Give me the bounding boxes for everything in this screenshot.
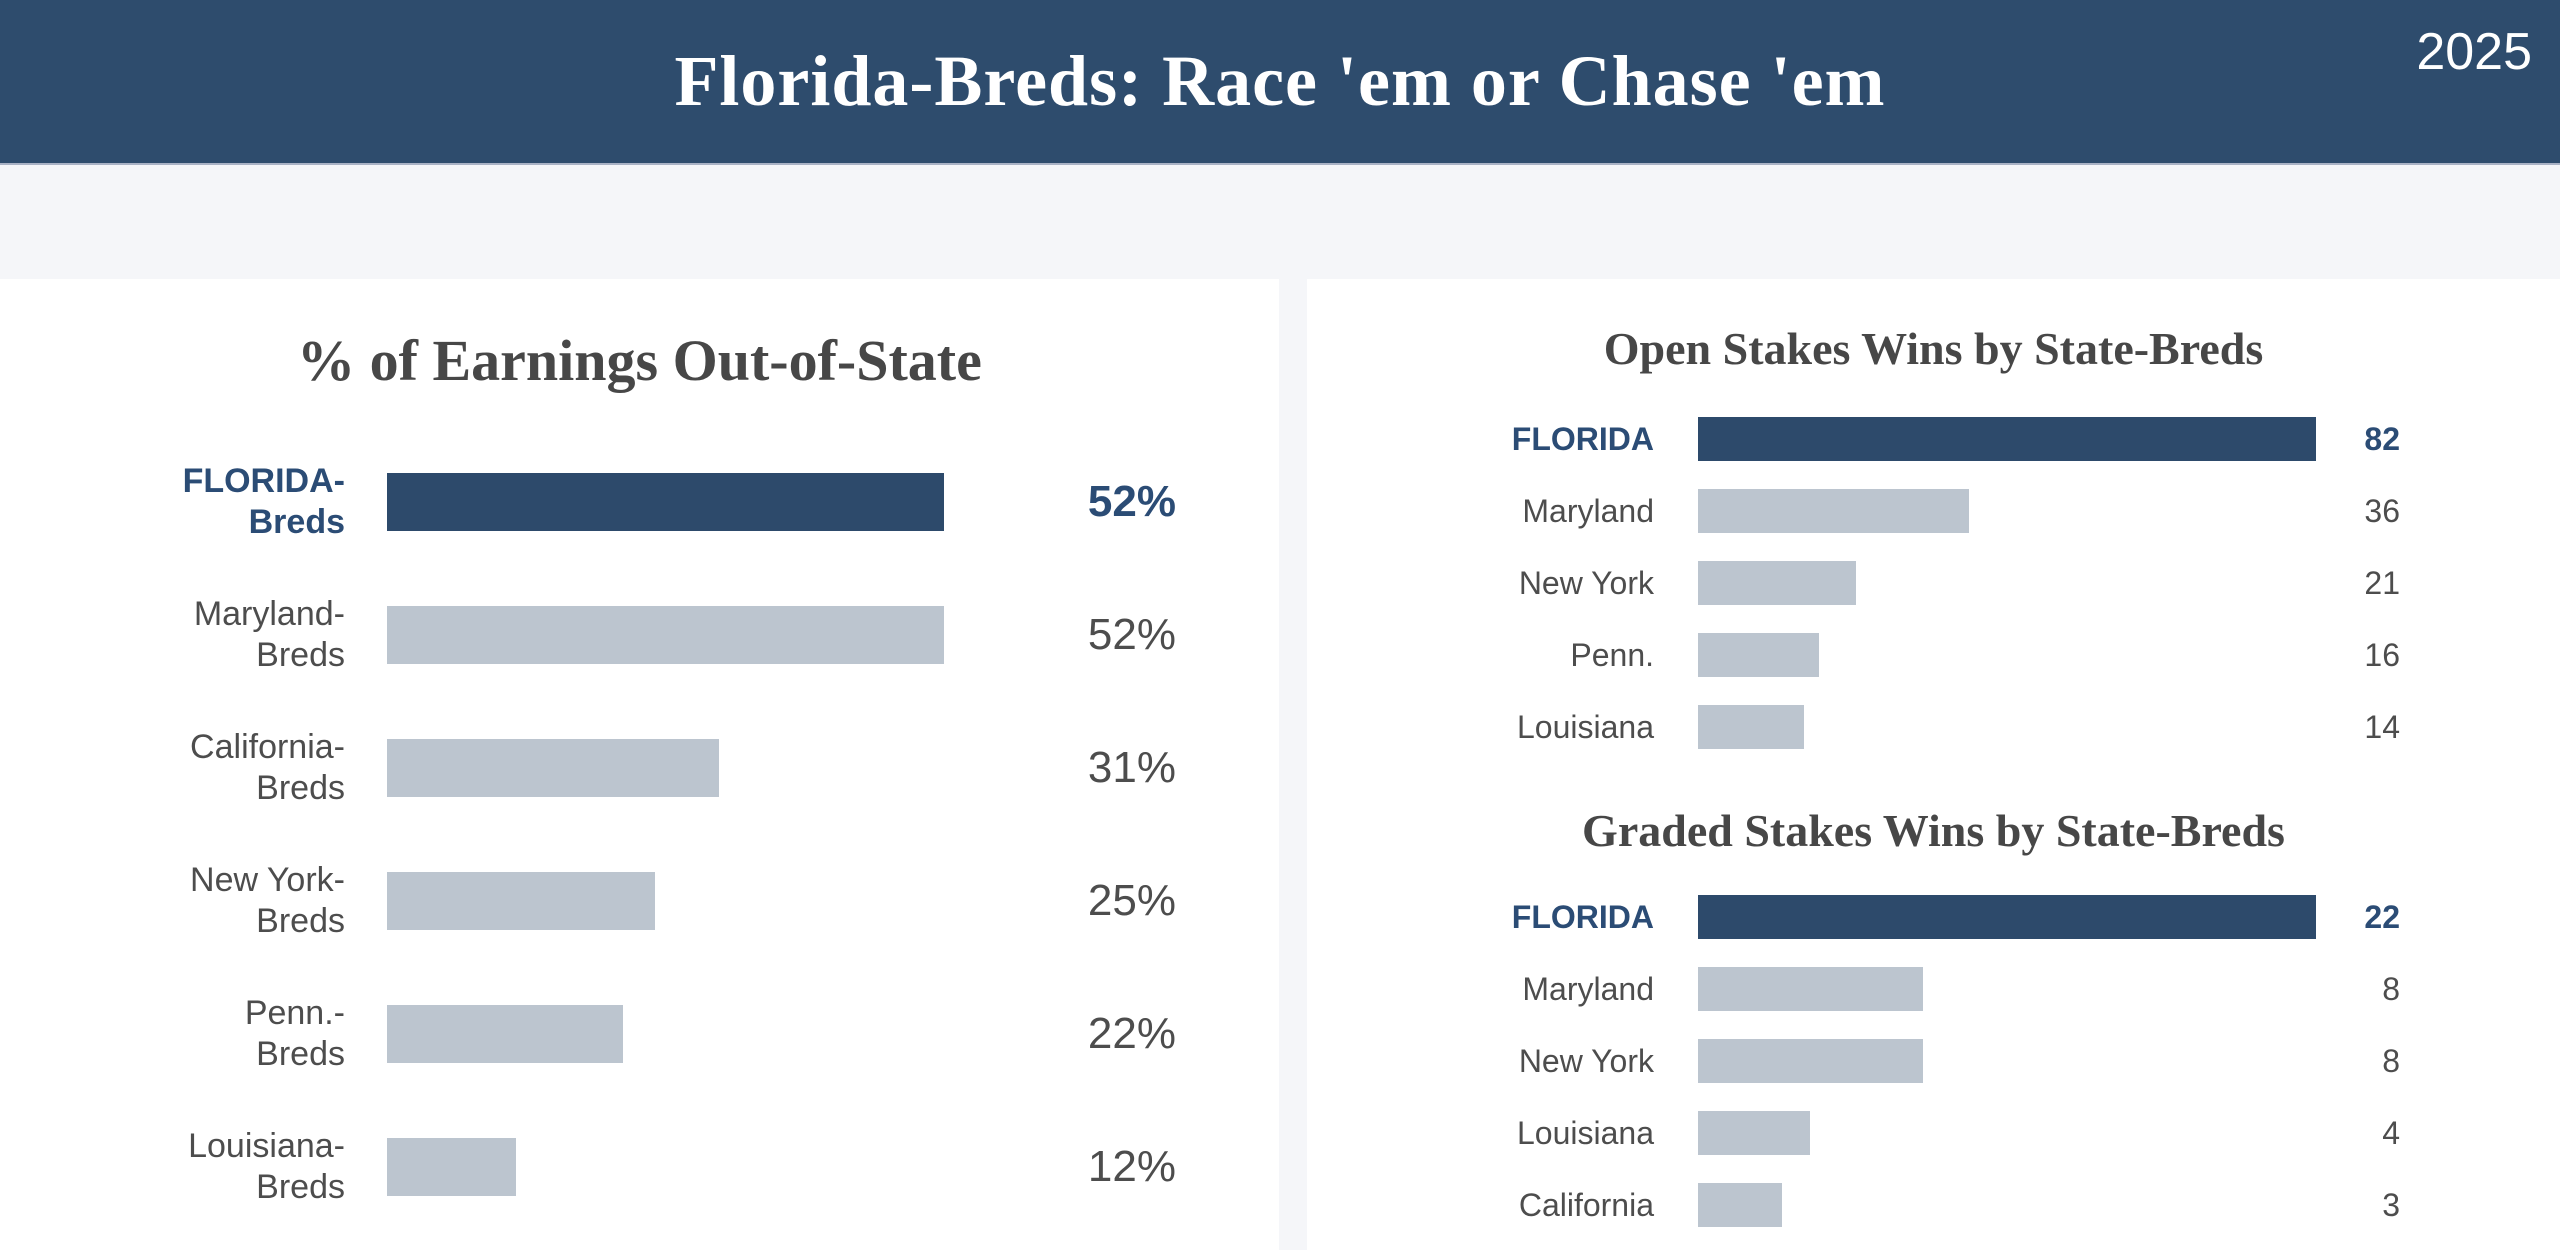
chart-rows: FLORIDA- Breds 52% Maryland- Breds 52% Califor… [0,435,1279,1233]
value-label: 22% [1087,1008,1176,1058]
chart-row: FLORIDA 22 [1307,881,2560,953]
bar [1698,561,1857,605]
value-label: 3 [2382,1186,2400,1223]
stakes-panel: Open Stakes Wins by State-Breds FLORIDA 8… [1307,279,2560,1250]
chart-row: Penn. 16 [1307,619,2560,691]
header-banner: Florida-Breds: Race 'em or Chase 'em 202… [0,0,2560,165]
chart-rows: FLORIDA 82 Maryland 36 New York 21 Penn. 16 Loui… [1307,403,2560,763]
category-label: FLORIDA [1511,899,1654,935]
bar-track [387,472,944,531]
category-label: Louisiana [1517,709,1654,745]
content-area: % of Earnings Out-of-State FLORIDA- Breds… [0,279,2560,1250]
bar [1698,1183,1783,1227]
category-label: Penn.- Breds [244,993,345,1073]
category-label: Louisiana [1517,1115,1654,1151]
year-label: 2025 [2416,23,2532,81]
chart-row: California 3 [1307,1169,2560,1241]
bar-track [1698,489,2316,533]
value-label: 22 [2364,898,2400,935]
category-label: Maryland [1522,493,1654,529]
category-label: Penn. [1570,637,1654,673]
bar [1698,1039,1923,1083]
category-label: California- Breds [190,727,345,807]
chart-title: % of Earnings Out-of-State [297,328,982,393]
value-label: 36 [2364,492,2400,529]
highlight-bar [387,472,944,531]
chart-row: Louisiana- Breds 12% [0,1100,1279,1233]
bar [387,738,720,797]
category-label: Louisiana- Breds [188,1126,345,1206]
value-label: 8 [2382,1042,2400,1079]
value-label: 14 [2364,708,2400,745]
highlight-bar [1698,895,2316,939]
bar [1698,967,1923,1011]
chart-row: New York 8 [1307,1025,2560,1097]
chart-rows: FLORIDA 22 Maryland 8 New York 8 Louisiana 4 Cal… [1307,881,2560,1241]
bar [387,605,944,664]
value-label: 16 [2364,636,2400,673]
chart-row: Maryland 36 [1307,475,2560,547]
bar-track [1698,1111,2316,1155]
earnings-chart: % of Earnings Out-of-State FLORIDA- Breds… [0,327,1279,1233]
chart-row: California- Breds 31% [0,701,1279,834]
bar-track [387,1137,944,1196]
value-label: 52% [1087,476,1176,526]
category-label: New York [1518,565,1654,601]
bar [387,1004,623,1063]
bar-track [1698,895,2316,939]
category-label: Maryland [1522,971,1654,1007]
bar [387,1137,516,1196]
bar-track [1698,967,2316,1011]
value-label: 82 [2364,420,2400,457]
graded-stakes-chart: Graded Stakes Wins by State-Breds FLORID… [1307,801,2560,1241]
chart-row: New York 21 [1307,547,2560,619]
category-label: FLORIDA- Breds [182,461,345,541]
bar-track [387,605,944,664]
category-label: Maryland- Breds [193,594,345,674]
bar [1698,633,1819,677]
value-label: 25% [1087,875,1176,925]
highlight-bar [1698,417,2316,461]
bar-track [387,1004,944,1063]
value-label: 52% [1087,609,1176,659]
chart-row: New York- Breds 25% [0,834,1279,967]
chart-row: Maryland- Breds 52% [0,568,1279,701]
value-label: 31% [1087,742,1176,792]
bar-track [1698,633,2316,677]
value-label: 8 [2382,970,2400,1007]
category-label: California [1518,1187,1654,1223]
bar-track [1698,1039,2316,1083]
bar [1698,705,1804,749]
bar-track [387,871,944,930]
chart-title: Graded Stakes Wins by State-Breds [1582,805,2285,856]
bar-track [1698,1183,2316,1227]
value-label: 12% [1087,1141,1176,1191]
bar [1698,1111,1811,1155]
value-label: 21 [2364,564,2400,601]
chart-title: Open Stakes Wins by State-Breds [1603,323,2264,374]
bar-track [1698,561,2316,605]
chart-row: Penn.- Breds 22% [0,967,1279,1100]
category-label: FLORIDA [1511,421,1654,457]
bar-track [387,738,944,797]
earnings-panel: % of Earnings Out-of-State FLORIDA- Breds… [0,279,1279,1250]
chart-row: FLORIDA- Breds 52% [0,435,1279,568]
bar-track [1698,705,2316,749]
bar-track [1698,417,2316,461]
page-title: Florida-Breds: Race 'em or Chase 'em [674,41,1886,121]
value-label: 4 [2382,1114,2400,1151]
chart-row: FLORIDA 82 [1307,403,2560,475]
chart-row: Louisiana 14 [1307,691,2560,763]
open-stakes-chart: Open Stakes Wins by State-Breds FLORIDA 8… [1307,319,2560,763]
category-label: New York- Breds [190,860,345,940]
chart-row: Louisiana 4 [1307,1097,2560,1169]
chart-row: Maryland 8 [1307,953,2560,1025]
bar [387,871,655,930]
category-label: New York [1518,1043,1654,1079]
bar [1698,489,1970,533]
